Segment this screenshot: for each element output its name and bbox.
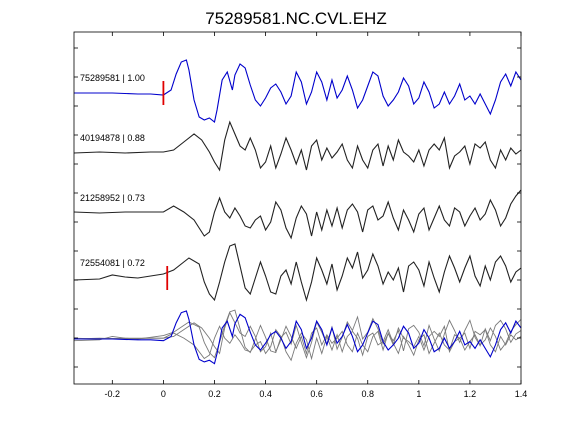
plot-axes: -0.2 0 0.2 0.4 0.6 0.8 1 1.2 1.4 [73,31,528,399]
overlay-trace-3 [73,309,522,360]
trace-3-label: 72554081 | 0.72 [80,258,145,268]
pick-markers-layer [162,81,169,290]
traces-layer [73,59,522,365]
x-tick-label-0: -0.2 [105,389,121,399]
trace-1-label: 40194878 | 0.88 [80,133,145,143]
trace-1-waveform [73,120,522,172]
trace-labels-layer: 75289581 | 1.00 40194878 | 0.88 21258952 |… [80,73,145,268]
trace-0-waveform [74,59,522,123]
x-tick-label-7: 1.2 [464,389,477,399]
x-tick-label-1: 0 [161,389,166,399]
axes-frame [73,31,522,385]
trace-3-waveform [73,243,522,303]
x-tick-label-6: 1 [416,389,421,399]
overlay-trace-2 [73,319,522,362]
x-tick-label-2: 0.2 [208,389,221,399]
chart-title: 75289581.NC.CVL.EHZ [205,9,386,28]
trace-2-label: 21258952 | 0.73 [80,193,145,203]
trace-0-label: 75289581 | 1.00 [80,73,145,83]
x-tick-label-3: 0.4 [259,389,272,399]
overlay-trace-master [74,310,522,365]
x-tick-label-5: 0.8 [361,389,374,399]
x-tick-label-8: 1.4 [515,389,528,399]
trace-2-waveform [73,189,522,240]
x-tick-label-4: 0.6 [310,389,323,399]
